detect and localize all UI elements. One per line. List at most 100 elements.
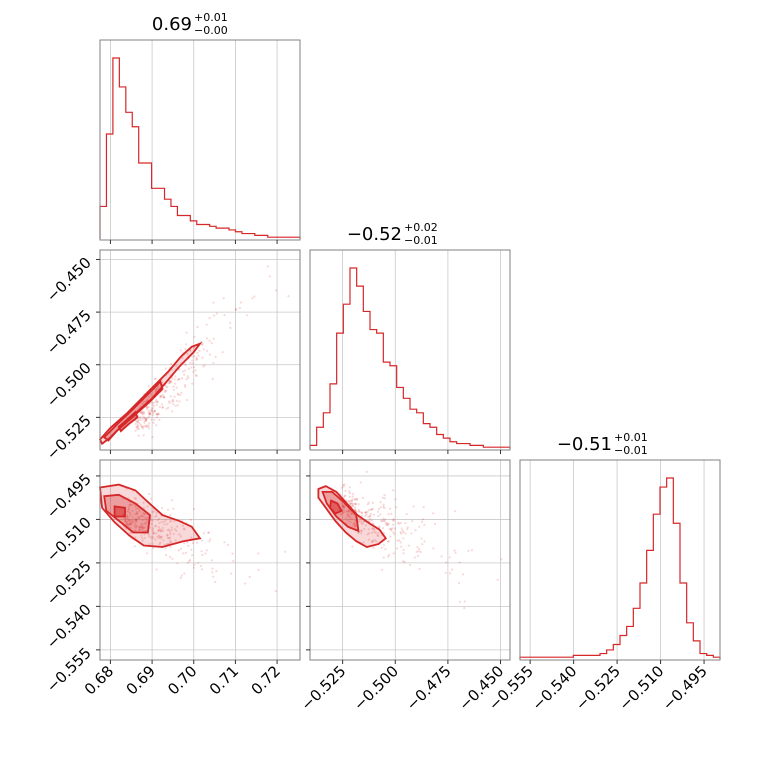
x-tick-label-p2: −0.525 bbox=[572, 662, 624, 714]
sample-point bbox=[400, 532, 403, 535]
sample-point bbox=[159, 396, 162, 399]
sample-point bbox=[392, 523, 395, 526]
sample-point bbox=[380, 546, 383, 549]
sample-point bbox=[141, 412, 144, 415]
sample-point bbox=[496, 578, 499, 581]
sample-point bbox=[354, 524, 357, 527]
title-lower-error: −0.00 bbox=[194, 24, 228, 37]
sample-point bbox=[202, 532, 205, 535]
sample-point bbox=[200, 539, 203, 542]
sample-point bbox=[143, 526, 146, 529]
sample-point bbox=[134, 526, 137, 530]
sample-point bbox=[420, 520, 424, 523]
sample-point bbox=[148, 413, 151, 416]
sample-point bbox=[152, 421, 155, 424]
sample-point bbox=[141, 427, 144, 430]
sample-point bbox=[134, 419, 137, 422]
sample-point bbox=[349, 502, 352, 505]
sample-point bbox=[205, 323, 208, 326]
sample-point bbox=[129, 522, 132, 525]
sample-point bbox=[342, 506, 346, 509]
sample-point bbox=[354, 503, 357, 506]
sample-point bbox=[421, 543, 424, 546]
x-tick-label-p0: 0.72 bbox=[248, 662, 284, 698]
sample-point bbox=[184, 343, 188, 346]
sample-point bbox=[166, 536, 169, 539]
sample-point bbox=[399, 521, 402, 525]
sample-point bbox=[161, 506, 164, 510]
sample-point bbox=[139, 416, 142, 419]
sample-point bbox=[151, 519, 154, 522]
sample-point bbox=[349, 515, 352, 518]
sample-point bbox=[133, 529, 136, 533]
sample-point bbox=[128, 522, 132, 525]
sample-point bbox=[353, 508, 357, 511]
sample-point bbox=[191, 382, 194, 385]
sample-point bbox=[151, 414, 154, 417]
sample-point bbox=[165, 554, 168, 557]
sample-point bbox=[360, 511, 363, 514]
sample-point bbox=[124, 520, 127, 523]
sample-point bbox=[155, 416, 159, 419]
sample-point bbox=[201, 356, 204, 359]
sample-point bbox=[182, 552, 185, 555]
sample-point bbox=[357, 503, 360, 506]
sample-point bbox=[151, 537, 154, 540]
sample-point bbox=[230, 572, 233, 575]
sample-point bbox=[187, 367, 190, 370]
sample-point bbox=[183, 363, 186, 366]
sample-point bbox=[200, 550, 203, 553]
sample-point bbox=[143, 533, 146, 536]
sample-point bbox=[404, 532, 407, 535]
sample-point bbox=[128, 518, 131, 521]
sample-point bbox=[457, 581, 461, 585]
sample-point bbox=[212, 575, 215, 578]
sample-point bbox=[142, 515, 145, 518]
sample-point bbox=[229, 321, 232, 324]
sample-point bbox=[167, 406, 170, 409]
sample-point bbox=[401, 529, 404, 532]
sample-point bbox=[162, 395, 166, 398]
sample-point bbox=[148, 413, 151, 416]
sample-point bbox=[151, 529, 154, 532]
sample-point bbox=[370, 508, 373, 511]
sample-point bbox=[364, 511, 367, 514]
sample-point bbox=[185, 331, 188, 334]
sample-point bbox=[141, 525, 144, 528]
sample-point bbox=[139, 423, 142, 426]
sample-point bbox=[462, 573, 465, 576]
sample-point bbox=[136, 512, 139, 515]
sample-point bbox=[143, 425, 146, 428]
sample-point bbox=[201, 343, 204, 346]
sample-point bbox=[209, 538, 212, 541]
sample-point bbox=[175, 386, 178, 389]
sample-point bbox=[208, 540, 211, 543]
sample-point bbox=[180, 574, 183, 577]
x-tick-label-p0: 0.68 bbox=[81, 662, 117, 698]
sample-point bbox=[389, 507, 392, 510]
sample-point bbox=[211, 567, 214, 570]
sample-point bbox=[345, 510, 348, 513]
sample-point bbox=[369, 508, 373, 511]
sample-point bbox=[467, 549, 470, 552]
sample-point bbox=[166, 385, 169, 388]
sample-point bbox=[379, 513, 382, 516]
sample-point bbox=[158, 522, 161, 525]
sample-point bbox=[138, 508, 141, 511]
sample-point bbox=[143, 522, 146, 525]
sample-point bbox=[143, 512, 147, 515]
sample-point bbox=[125, 514, 128, 517]
sample-point bbox=[367, 501, 370, 504]
sample-point bbox=[170, 526, 173, 529]
sample-point bbox=[138, 510, 141, 513]
y-tick-label-p2: −0.540 bbox=[43, 600, 95, 652]
sample-point bbox=[402, 537, 405, 540]
sample-point bbox=[391, 518, 394, 522]
sample-point bbox=[415, 550, 418, 554]
sample-point bbox=[358, 519, 361, 522]
sample-point bbox=[350, 512, 353, 515]
sample-point bbox=[354, 506, 357, 509]
sample-point bbox=[367, 528, 370, 531]
sample-point bbox=[128, 522, 131, 525]
sample-point bbox=[147, 384, 150, 388]
